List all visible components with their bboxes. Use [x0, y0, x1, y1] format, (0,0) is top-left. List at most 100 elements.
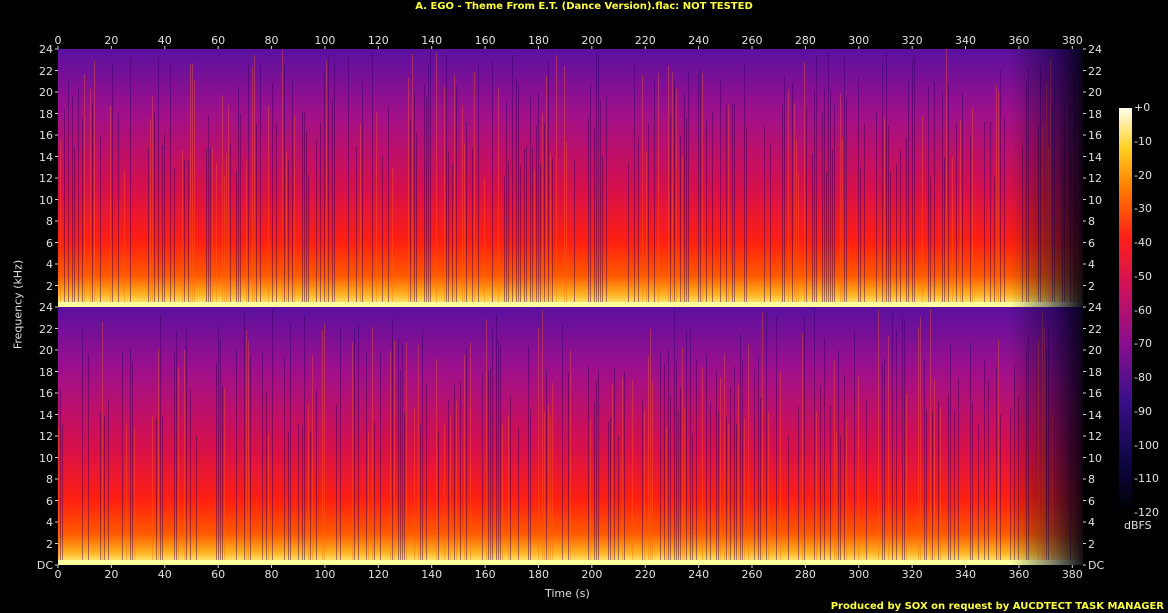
- x-tick-label: 80: [264, 568, 279, 581]
- y-tick-label: 16: [1088, 387, 1102, 400]
- y-tick-label: 8: [46, 473, 53, 486]
- x-tick-label: 240: [688, 568, 710, 581]
- x-tick-label: 20: [104, 568, 119, 581]
- x-tick-label: 140: [421, 568, 443, 581]
- x-tick-label: 200: [581, 34, 603, 47]
- x-tick-label: 100: [314, 34, 336, 47]
- y-tick-label: 18: [1088, 365, 1102, 379]
- colorbar-tick-label: -70: [1134, 337, 1152, 351]
- x-tick-label: 300: [848, 568, 870, 581]
- y-tick-label: 22: [1088, 64, 1102, 78]
- y-tick-label: 2: [46, 279, 53, 293]
- y-tick-label: 18: [39, 107, 53, 121]
- colorbar-tick-label: -120: [1134, 506, 1159, 519]
- y-tick-label: 12: [39, 172, 53, 185]
- y-tick-label: 4: [46, 516, 53, 529]
- y-tick-label: 22: [1088, 322, 1102, 336]
- y-tick-label: 18: [1088, 107, 1102, 121]
- colorbar-tick-label: -60: [1134, 303, 1152, 317]
- y-tick-label: 6: [46, 494, 53, 508]
- x-tick-label: 360: [1008, 568, 1030, 581]
- y-tick-label: 24: [39, 301, 53, 314]
- y-tick-label: DC: [1088, 559, 1105, 572]
- y-tick-label: 4: [1088, 516, 1095, 529]
- x-tick-label: 120: [367, 34, 389, 47]
- y-tick-label: 4: [46, 258, 53, 271]
- x-tick-label: 200: [581, 568, 603, 581]
- colorbar-tick-label: -30: [1134, 202, 1152, 216]
- spectrogram-channels: [58, 49, 1083, 565]
- x-tick-label: 100: [314, 568, 336, 581]
- x-tick-label: 60: [211, 34, 226, 47]
- page-title: A. EGO - Theme From E.T. (Dance Version)…: [415, 1, 753, 12]
- y-tick-label: 14: [39, 408, 53, 422]
- x-tick-label: 260: [741, 568, 763, 581]
- x-tick-label: 180: [527, 568, 549, 581]
- y-tick-label: 6: [1088, 236, 1095, 250]
- colorbar-tick-label: +0: [1134, 101, 1151, 114]
- y-tick-label: 24: [1088, 43, 1102, 56]
- x-tick-label: 240: [688, 34, 710, 47]
- colorbar-tick-label: -90: [1134, 404, 1152, 418]
- x-tick-label: 40: [157, 568, 172, 581]
- x-tick-label: 340: [955, 568, 977, 581]
- x-tick-label: 300: [848, 34, 870, 47]
- y-tick-label: 10: [1088, 193, 1102, 207]
- y-tick-label: 22: [39, 64, 53, 78]
- colorbar-tick-label: -80: [1134, 371, 1152, 384]
- y-tick-label: 16: [1088, 129, 1102, 142]
- y-tick-label: 18: [39, 365, 53, 379]
- x-tick-label: 120: [367, 568, 389, 581]
- y-tick-label: DC: [36, 559, 53, 572]
- y-tick-label: 10: [39, 193, 53, 207]
- x-tick-label: 360: [1008, 34, 1030, 47]
- y-tick-label: 6: [46, 236, 53, 250]
- x-tick-label: 220: [634, 568, 656, 581]
- channel-2-spectrum: [58, 307, 1083, 565]
- y-tick-label: 4: [1088, 258, 1095, 271]
- axis-tick-marks: [55, 46, 1086, 568]
- x-tick-label: 280: [794, 568, 816, 581]
- y-tick-label: 10: [39, 451, 53, 465]
- y-tick-label: 8: [46, 215, 53, 228]
- y-tick-label: 20: [1088, 86, 1102, 99]
- y-tick-label: 10: [1088, 451, 1102, 465]
- channel-1-spectrum: [58, 49, 1083, 308]
- x-tick-label: 340: [955, 34, 977, 47]
- y-tick-label: 14: [1088, 150, 1102, 164]
- y-tick-label: 2: [46, 537, 53, 551]
- x-tick-label: 160: [474, 34, 496, 47]
- x-tick-label: 140: [421, 34, 443, 47]
- x-tick-label: 220: [634, 34, 656, 47]
- y-tick-label: 12: [1088, 430, 1102, 443]
- y-tick-label: 8: [1088, 215, 1095, 228]
- y-tick-label: 20: [39, 344, 53, 357]
- y-axis-label: Frequency (kHz): [11, 259, 25, 350]
- y-tick-label: 24: [1088, 301, 1102, 314]
- x-tick-label: 280: [794, 34, 816, 47]
- x-tick-label: 0: [54, 568, 62, 581]
- y-tick-label: 2: [1088, 279, 1095, 293]
- y-tick-label: 24: [39, 43, 53, 56]
- x-tick-label: 20: [104, 34, 119, 47]
- x-tick-label: 380: [1061, 34, 1083, 47]
- x-tick-label: 180: [527, 34, 549, 47]
- y-tick-label: 20: [39, 86, 53, 99]
- colorbar-tick-label: -110: [1134, 472, 1159, 486]
- y-tick-label: 8: [1088, 473, 1095, 486]
- x-tick-label: 320: [901, 34, 923, 47]
- x-tick-label: 60: [211, 568, 226, 581]
- y-tick-label: 14: [39, 150, 53, 164]
- x-tick-label: 380: [1061, 568, 1083, 581]
- x-tick-label: 0: [54, 34, 62, 47]
- colorbar-tick-label: -40: [1134, 236, 1152, 249]
- colorbar-tick-label: -100: [1134, 438, 1159, 452]
- y-tick-label: 12: [39, 430, 53, 443]
- colorbar-tick-label: -50: [1134, 269, 1152, 283]
- y-tick-label: 12: [1088, 172, 1102, 185]
- colorbar: [1119, 108, 1132, 513]
- y-tick-label: 16: [39, 387, 53, 400]
- y-tick-label: 22: [39, 322, 53, 336]
- x-tick-label: 320: [901, 568, 923, 581]
